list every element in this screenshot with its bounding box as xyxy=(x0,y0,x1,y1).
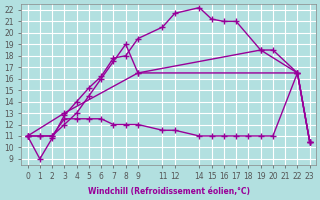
X-axis label: Windchill (Refroidissement éolien,°C): Windchill (Refroidissement éolien,°C) xyxy=(88,187,250,196)
